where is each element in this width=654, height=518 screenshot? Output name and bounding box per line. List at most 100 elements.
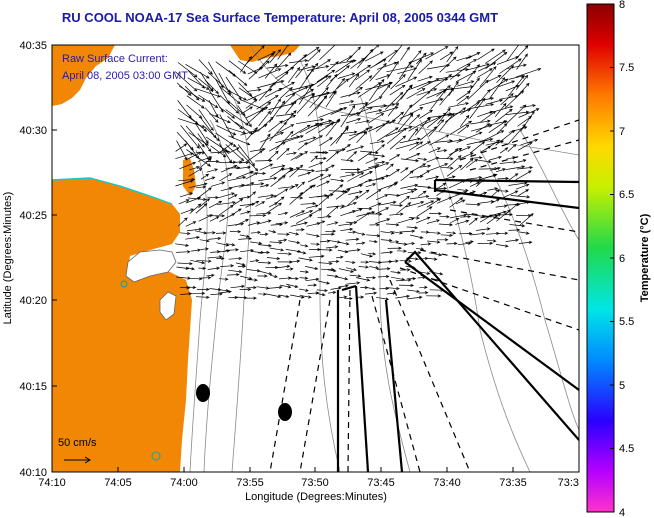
x-tick-label: 74:05 (104, 477, 132, 489)
current-vector-arrow (437, 107, 451, 125)
current-vector-arrow (386, 291, 397, 295)
current-vector-arrow (396, 242, 408, 246)
current-vector-arrow (380, 84, 391, 97)
current-vector-arrow (496, 209, 511, 222)
current-vector-arrow (388, 45, 405, 63)
current-vector-arrow (397, 217, 415, 224)
current-vector-arrow (346, 46, 361, 62)
current-vector-arrow (175, 179, 194, 187)
current-vector-arrow (198, 198, 211, 209)
current-vector-arrow (469, 181, 481, 187)
current-vector-arrow (389, 84, 406, 96)
current-vector-arrow (407, 107, 424, 116)
current-vector-arrow (185, 235, 200, 240)
current-vector-arrow (310, 155, 319, 163)
current-vector-arrow (307, 283, 318, 287)
current-vector-arrow (337, 249, 349, 254)
current-vector-arrow (298, 185, 314, 198)
current-vector-arrow (295, 63, 309, 79)
current-vector-arrow (517, 189, 530, 197)
current-vector-arrow (257, 51, 277, 61)
current-vector-arrow (179, 192, 194, 198)
current-vector-arrow (429, 252, 443, 257)
current-vector-arrow (317, 280, 330, 285)
current-vector-arrow (369, 78, 385, 101)
current-vector-arrow (519, 104, 536, 108)
current-vector-arrow (465, 202, 481, 207)
current-vector-arrow (357, 48, 374, 69)
current-vector-arrow (298, 85, 312, 105)
current-vector-arrow (219, 95, 240, 114)
current-vector-arrow (400, 183, 419, 189)
land-speck-2 (151, 451, 161, 461)
current-vector-arrow (346, 145, 365, 152)
colorbar-tick-label: 4 (619, 507, 625, 518)
current-vector-arrow (285, 249, 302, 253)
current-vector-arrow (307, 174, 324, 183)
current-vector-arrow (416, 141, 431, 150)
current-vector-arrow (485, 139, 501, 150)
current-vector-arrow (380, 250, 394, 254)
current-vector-arrow (177, 62, 198, 78)
current-vector-arrow (370, 212, 383, 216)
current-vector-arrow (327, 269, 337, 273)
current-vector-arrow (368, 163, 380, 169)
current-vector-arrow (385, 126, 413, 137)
current-vector-arrow (355, 189, 370, 200)
current-vector-arrow (197, 133, 212, 153)
current-vector-arrow (310, 75, 329, 87)
x-tick-label: 73:50 (301, 477, 329, 489)
current-vector-arrow (264, 88, 283, 98)
current-vector-arrow (326, 73, 338, 88)
current-vector-arrow (518, 108, 540, 118)
current-vector-arrow (299, 294, 312, 299)
current-vector-arrow (494, 102, 507, 118)
current-vector-arrow (258, 292, 267, 296)
current-vector-arrow (485, 173, 498, 179)
current-vector-arrow (348, 73, 360, 88)
current-vector-arrow (517, 166, 534, 170)
current-vector-arrow (427, 240, 441, 244)
current-vector-arrow (470, 232, 486, 236)
current-vector-arrow (228, 135, 251, 146)
current-vector-arrow (245, 182, 265, 187)
current-vector-arrow (185, 197, 202, 204)
current-vector-arrow (498, 80, 516, 87)
current-vector-arrow (267, 150, 279, 161)
water-bay (125, 249, 177, 283)
current-vector-arrow (185, 221, 197, 227)
current-vector-arrow (266, 256, 281, 261)
current-vector-arrow (390, 74, 406, 90)
colorbar-tick-label: 5 (619, 380, 625, 392)
current-vector-arrow (439, 215, 450, 219)
current-vector-arrow (187, 77, 210, 90)
current-vector-arrow (426, 257, 438, 261)
current-vector-arrow (268, 120, 284, 133)
colorbar-tick-label: 5.5 (619, 316, 634, 328)
current-vector-arrow (465, 240, 474, 244)
current-vector-arrow (270, 164, 286, 169)
current-vector-arrow (228, 70, 248, 86)
current-vector-arrow (188, 182, 208, 189)
current-vector-arrow (245, 45, 265, 65)
current-vector-arrow (264, 63, 278, 79)
current-vector-arrow (429, 288, 445, 292)
current-vector-arrow (246, 108, 265, 125)
current-vector-arrow (278, 238, 288, 242)
current-vector-arrow (196, 88, 221, 98)
current-vector-arrow (175, 143, 188, 152)
current-vector-arrow (364, 291, 378, 295)
current-vector-arrow (410, 234, 424, 240)
current-vector-arrow (298, 68, 314, 90)
current-vector-arrow (330, 59, 357, 66)
current-vector-arrow (407, 58, 422, 81)
current-vector-arrow (259, 232, 269, 236)
current-vector-arrow (369, 62, 387, 82)
colorbar-tick-label: 6.5 (619, 189, 634, 201)
land-edge (52, 177, 173, 205)
current-vector-arrow (239, 287, 252, 292)
current-vector-arrow (275, 196, 285, 204)
current-vector-arrow (476, 227, 491, 231)
current-vector-arrow (305, 277, 320, 282)
current-vector-arrow (359, 96, 383, 110)
